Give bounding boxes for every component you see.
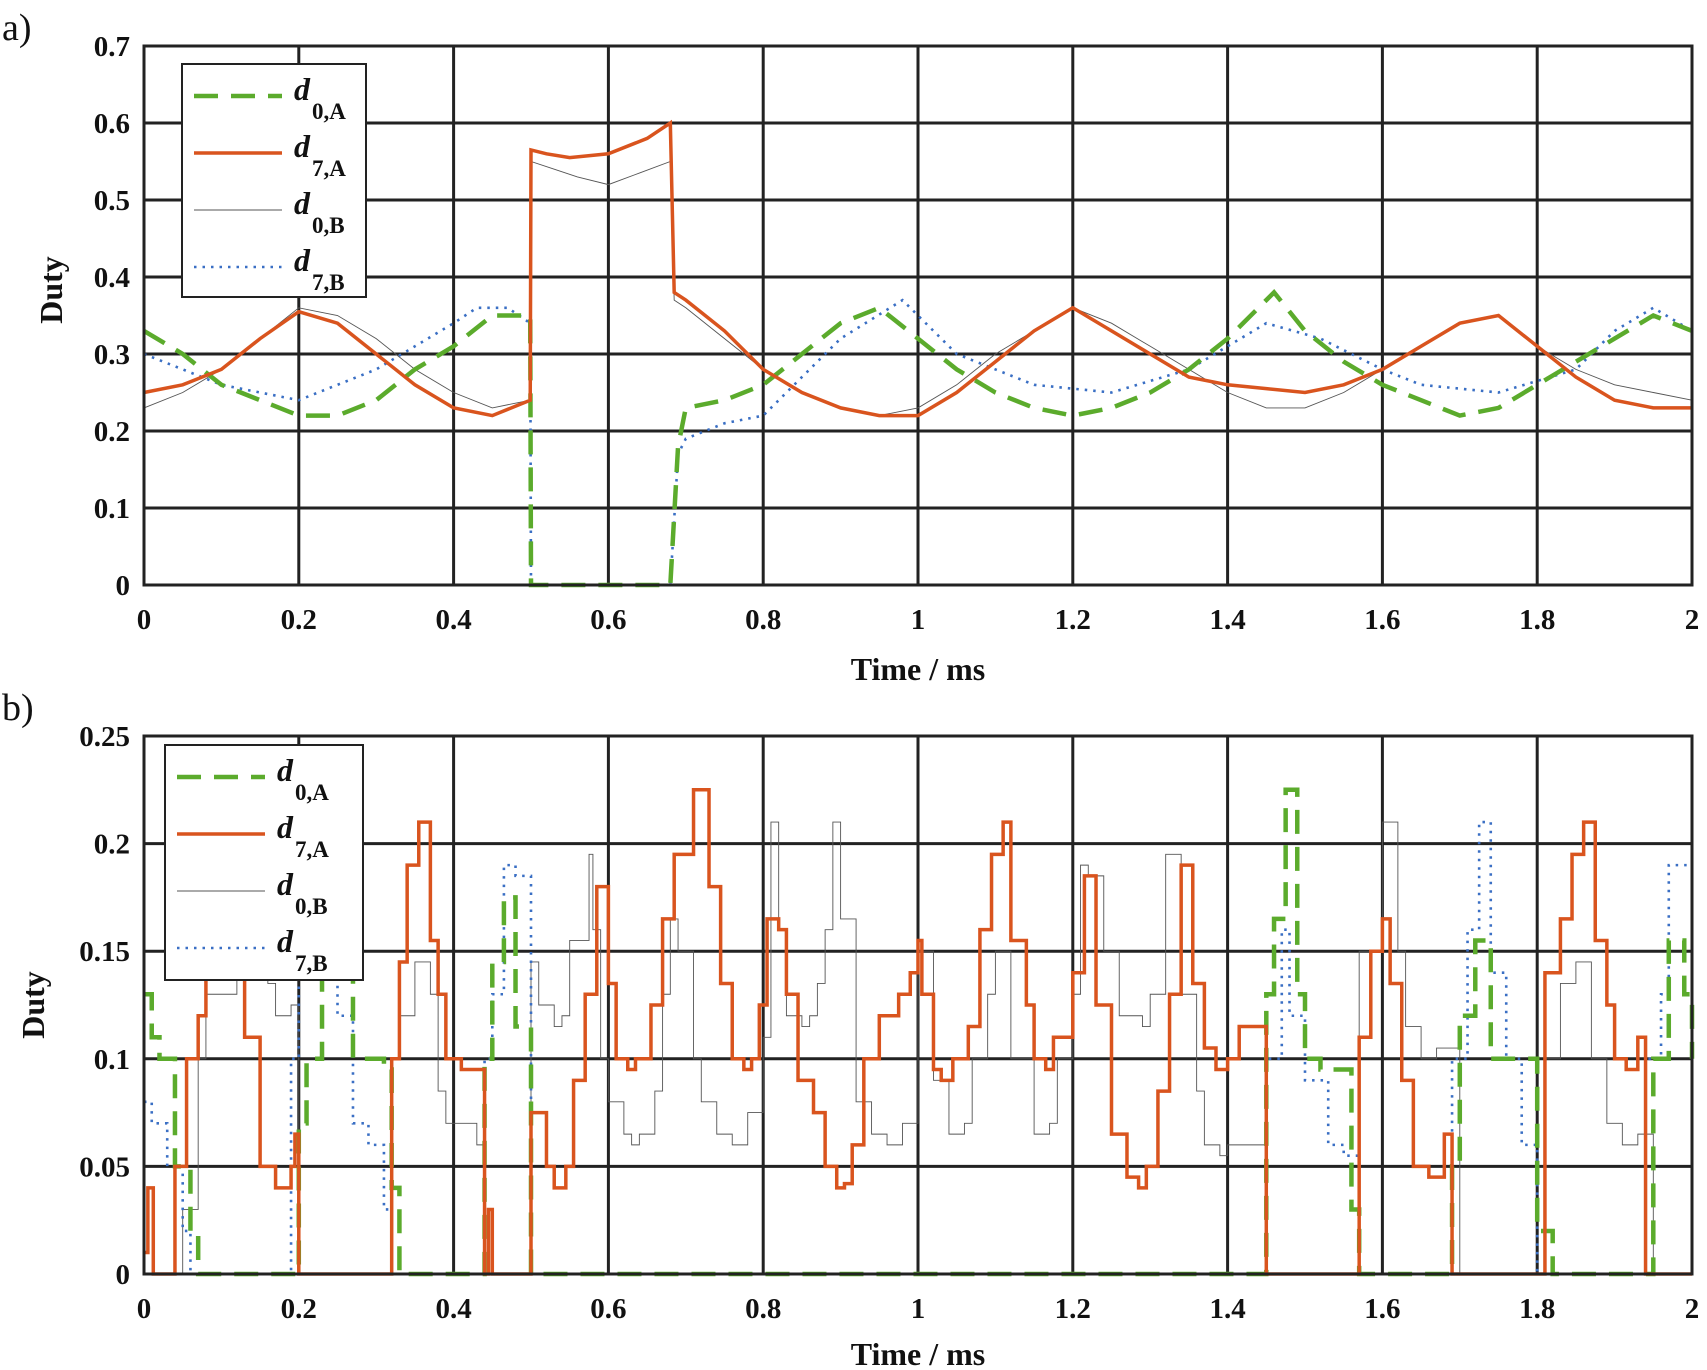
y-tick-label: 0.6 (94, 108, 130, 140)
y-tick-label: 0.3 (94, 339, 130, 371)
y-tick-label: 0.2 (94, 829, 130, 861)
x-tick-label: 1.8 (1519, 1293, 1555, 1325)
x-tick-label: 1.2 (1055, 1293, 1091, 1325)
x-tick-label: 1.2 (1055, 604, 1091, 636)
y-tick-label: 0.1 (94, 1044, 130, 1076)
legend-label: d (294, 242, 311, 278)
legend-label: d (277, 752, 294, 788)
legend-label: d (294, 185, 311, 221)
panel-label: b) (2, 687, 34, 729)
legend-label-subscript: 7,A (312, 156, 346, 181)
y-tick-label: 0.25 (79, 721, 130, 753)
legend-label-subscript: 7,A (295, 837, 329, 862)
series-line-d7-A (144, 788, 1692, 1276)
x-tick-label: 0.6 (590, 1293, 626, 1325)
legend-label: d (277, 923, 294, 959)
series-group (142, 119, 1693, 588)
legend-label: d (294, 128, 311, 164)
y-axis-label: Duty (15, 971, 51, 1039)
series-line-d7-A (143, 119, 1692, 418)
x-axis-label: Time / ms (851, 1336, 986, 1370)
x-tick-label: 1.4 (1209, 1293, 1245, 1325)
legend-label-subscript: 7,B (312, 270, 345, 295)
x-tick-label: 0.8 (745, 1293, 781, 1325)
x-tick-label: 0 (137, 604, 152, 636)
y-axis-label: Duty (33, 256, 69, 324)
x-tick-label: 1 (911, 604, 926, 636)
y-tick-label: 0.15 (79, 936, 130, 968)
x-tick-label: 0.2 (281, 1293, 317, 1325)
legend-box (164, 744, 364, 981)
x-axis-label: Time / ms (851, 651, 986, 687)
legend-label: d (294, 71, 311, 107)
legend-label: d (277, 809, 294, 845)
x-tick-label: 2 (1685, 604, 1700, 636)
legend-label-subscript: 7,B (295, 951, 328, 976)
y-tick-label: 0.4 (94, 262, 130, 294)
legend-box (181, 63, 367, 298)
y-tick-label: 0.5 (94, 185, 130, 217)
chart-b: 0 0.2 0.4 0.6 0.8 1 1.2 1.4 1.6 1.8 2 0 0.05 0.1 0.15 0… (2, 687, 1699, 1370)
x-tick-label: 0.2 (281, 604, 317, 636)
x-tick-label: 2 (1685, 1293, 1700, 1325)
grid (142, 44, 1694, 587)
x-tick-label: 0.8 (745, 604, 781, 636)
legend-label-subscript: 0,A (312, 99, 346, 124)
x-tick-label: 0.6 (590, 604, 626, 636)
x-tick-label: 1.6 (1364, 604, 1400, 636)
x-tick-label: 1.6 (1364, 1293, 1400, 1325)
legend-label-subscript: 0,A (295, 780, 329, 805)
legend-label: d (277, 866, 294, 902)
chart-a: 0 0.2 0.4 0.6 0.8 1 1.2 1.4 1.6 1.8 2 0 0.1 0.2 0.3 0.4… (2, 7, 1699, 687)
y-tick-label: 0 (116, 1259, 131, 1291)
x-tick-label: 1 (911, 1293, 926, 1325)
legend: d0,Ad7,Ad0,Bd7,B (164, 744, 364, 981)
plot-frame (142, 44, 1694, 587)
x-tick-label: 0.4 (435, 1293, 471, 1325)
series-line-d7-B (143, 298, 1693, 587)
x-tick-label: 0 (137, 1293, 152, 1325)
y-tick-label: 0.1 (94, 493, 130, 525)
legend-label-subscript: 0,B (295, 894, 328, 919)
y-tick-label: 0 (116, 570, 131, 602)
plot-frame (142, 734, 1694, 1276)
x-tick-label: 1.8 (1519, 604, 1555, 636)
legend: d0,Ad7,Ad0,Bd7,B (181, 63, 367, 298)
series-line-d0-A (142, 289, 1693, 588)
y-tick-label: 0.05 (79, 1151, 130, 1183)
y-tick-label: 0.7 (94, 31, 130, 63)
x-tick-label: 1.4 (1209, 604, 1245, 636)
y-tick-label: 0.2 (94, 416, 130, 448)
panel-label: a) (2, 7, 32, 49)
legend-label-subscript: 0,B (312, 213, 345, 238)
x-tick-label: 0.4 (435, 604, 471, 636)
